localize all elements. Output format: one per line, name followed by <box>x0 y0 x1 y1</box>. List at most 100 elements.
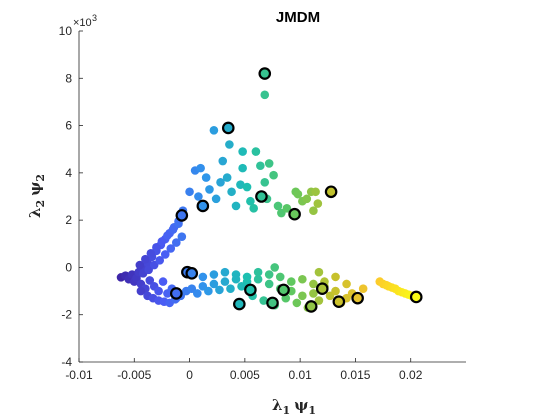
data-point <box>269 170 278 180</box>
x-tick-label: 0.02 <box>399 368 423 382</box>
data-point <box>209 279 219 289</box>
y-tick-label: 2 <box>65 213 72 227</box>
y-label-psi: ψ <box>26 182 44 196</box>
chart-title: JMDM <box>276 9 320 26</box>
highlighted-point <box>170 287 183 300</box>
data-point <box>256 161 265 171</box>
data-point <box>251 147 261 156</box>
y-tick-label: -4 <box>61 355 72 369</box>
y-exponent-power: 3 <box>92 13 97 23</box>
data-point <box>141 254 150 264</box>
data-point <box>220 267 230 277</box>
y-tick-label: 10 <box>59 24 73 38</box>
data-point <box>216 178 225 187</box>
data-point <box>236 180 245 189</box>
x-tick-label: 0.01 <box>288 368 312 382</box>
y-tick-label: 4 <box>65 166 72 180</box>
highlighted-point <box>196 199 210 213</box>
data-point <box>166 244 176 253</box>
x-label-lambda: λ <box>272 396 283 414</box>
x-tick-label: -0.01 <box>65 368 93 382</box>
data-point <box>311 187 320 197</box>
highlighted-point <box>258 67 272 80</box>
highlighted-point <box>315 282 329 296</box>
highlighted-point <box>304 300 318 313</box>
data-point <box>238 147 247 156</box>
data-point <box>309 289 318 298</box>
data-point <box>145 276 155 285</box>
data-point <box>154 286 163 296</box>
data-point <box>201 173 211 182</box>
x-label-psi: ψ <box>294 396 308 414</box>
y-axis-ticks: -4 -2 0 2 4 6 8 10 <box>59 24 83 369</box>
data-point <box>259 296 268 305</box>
data-point <box>260 178 270 187</box>
highlighted-point <box>324 185 338 199</box>
data-point <box>135 260 145 270</box>
data-point <box>209 126 219 135</box>
data-point <box>238 163 247 173</box>
data-point <box>287 277 296 286</box>
data-point <box>146 248 156 258</box>
data-point <box>168 225 178 234</box>
data-point <box>215 285 224 295</box>
data-point <box>231 201 241 211</box>
data-point <box>331 286 340 296</box>
data-point <box>264 270 274 279</box>
data-point <box>358 284 368 294</box>
data-point <box>198 272 208 282</box>
y-tick-label: 8 <box>65 71 72 85</box>
data-point <box>160 250 170 259</box>
data-point <box>185 187 194 197</box>
data-point <box>293 189 303 199</box>
data-point <box>273 201 283 211</box>
data-point <box>292 298 302 308</box>
axes <box>78 31 466 363</box>
x-tick-label: -0.005 <box>117 368 151 382</box>
data-point <box>260 90 270 100</box>
data-point <box>264 279 274 289</box>
data-point <box>298 291 307 301</box>
y-tick-label: -2 <box>61 308 72 322</box>
data-point <box>246 196 255 206</box>
data-point <box>253 267 263 277</box>
highlighted-point <box>409 290 423 304</box>
data-point <box>275 272 285 282</box>
highlighted-point <box>221 121 235 135</box>
data-point <box>158 277 168 286</box>
highlighted-point <box>351 291 364 305</box>
data-point <box>136 286 146 296</box>
data-point <box>313 199 323 208</box>
data-point <box>193 289 202 298</box>
data-point <box>264 159 274 168</box>
x-axis-ticks: -0.01 -0.005 0 0.005 0.01 0.015 0.02 <box>65 358 423 382</box>
x-label-psi-sub: 1 <box>308 404 316 417</box>
highlighted-point <box>288 207 301 221</box>
data-point <box>314 296 324 305</box>
data-point <box>331 272 340 282</box>
data-point <box>177 232 187 241</box>
x-tick-label: 0.015 <box>340 368 370 382</box>
data-point <box>204 286 213 296</box>
y-label-lambda-sub: 2 <box>34 200 47 208</box>
data-point <box>225 140 234 149</box>
data-point <box>220 277 230 286</box>
x-tick-label: 0 <box>186 368 193 382</box>
y-tick-label: 0 <box>65 260 72 274</box>
highlighted-point <box>255 190 268 203</box>
highlighted-point <box>233 297 246 311</box>
data-point <box>157 237 167 246</box>
data-point <box>194 192 203 201</box>
data-point <box>209 270 219 279</box>
y-exponent-base: ×10 <box>73 17 92 29</box>
highlighted-point <box>175 209 189 222</box>
data-point <box>226 284 235 294</box>
highlighted-point <box>332 295 346 309</box>
highlighted-point <box>266 296 279 310</box>
data-point <box>205 185 214 194</box>
data-point <box>172 238 181 247</box>
y-tick-label: 6 <box>65 119 72 133</box>
highlighted-point <box>185 267 199 280</box>
data-point <box>249 204 258 213</box>
